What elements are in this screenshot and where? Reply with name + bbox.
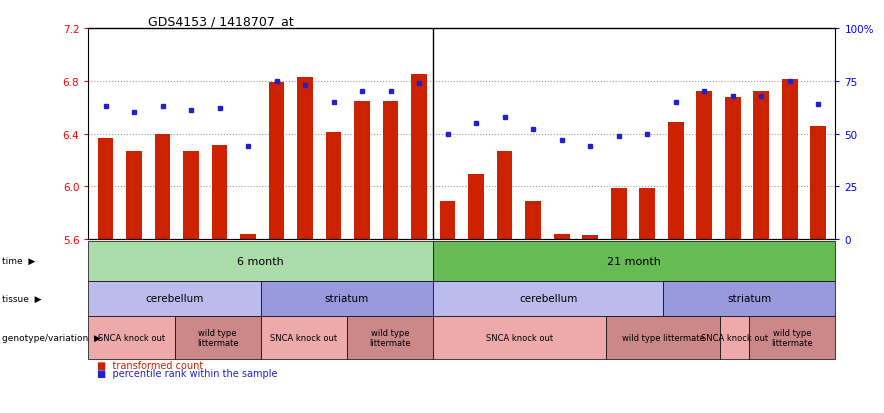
Text: ■  transformed count: ■ transformed count xyxy=(97,361,203,370)
Bar xyxy=(697,92,713,240)
Bar xyxy=(155,134,171,240)
Text: SNCA knock out: SNCA knock out xyxy=(701,333,768,342)
Text: GDS4153 / 1418707_at: GDS4153 / 1418707_at xyxy=(149,15,293,28)
Text: striatum: striatum xyxy=(324,293,370,304)
Bar xyxy=(297,78,313,240)
Bar xyxy=(354,101,370,240)
Bar xyxy=(639,188,655,240)
Text: SNCA knock out: SNCA knock out xyxy=(271,333,338,342)
Text: wild type
littermate: wild type littermate xyxy=(197,328,239,347)
Bar xyxy=(325,133,341,240)
Text: 21 month: 21 month xyxy=(607,256,661,266)
Text: wild type
littermate: wild type littermate xyxy=(772,328,813,347)
Text: SNCA knock out: SNCA knock out xyxy=(98,333,165,342)
Text: genotype/variation  ▶: genotype/variation ▶ xyxy=(2,333,101,342)
Bar xyxy=(554,234,569,240)
Bar xyxy=(782,80,797,240)
Bar xyxy=(611,188,627,240)
Bar xyxy=(269,83,285,240)
Bar xyxy=(753,92,769,240)
Bar xyxy=(240,234,255,240)
Bar xyxy=(411,75,427,240)
Bar xyxy=(583,235,598,240)
Bar xyxy=(383,101,399,240)
Text: striatum: striatum xyxy=(727,293,772,304)
Text: wild type littermate: wild type littermate xyxy=(621,333,705,342)
Text: SNCA knock out: SNCA knock out xyxy=(486,333,552,342)
Text: cerebellum: cerebellum xyxy=(145,293,204,304)
Bar xyxy=(211,146,227,240)
Bar xyxy=(811,126,827,240)
Text: wild type
littermate: wild type littermate xyxy=(370,328,411,347)
Text: tissue  ▶: tissue ▶ xyxy=(2,294,42,303)
Text: ■  percentile rank within the sample: ■ percentile rank within the sample xyxy=(97,368,278,378)
Bar xyxy=(97,138,113,240)
Bar xyxy=(668,122,683,240)
Text: time  ▶: time ▶ xyxy=(2,257,35,266)
Bar xyxy=(440,202,455,240)
Bar xyxy=(469,175,484,240)
Bar xyxy=(525,202,541,240)
Bar xyxy=(497,151,513,240)
Bar xyxy=(725,97,741,240)
Text: cerebellum: cerebellum xyxy=(519,293,577,304)
Text: 6 month: 6 month xyxy=(238,256,284,266)
Bar xyxy=(183,151,199,240)
Bar xyxy=(126,151,141,240)
